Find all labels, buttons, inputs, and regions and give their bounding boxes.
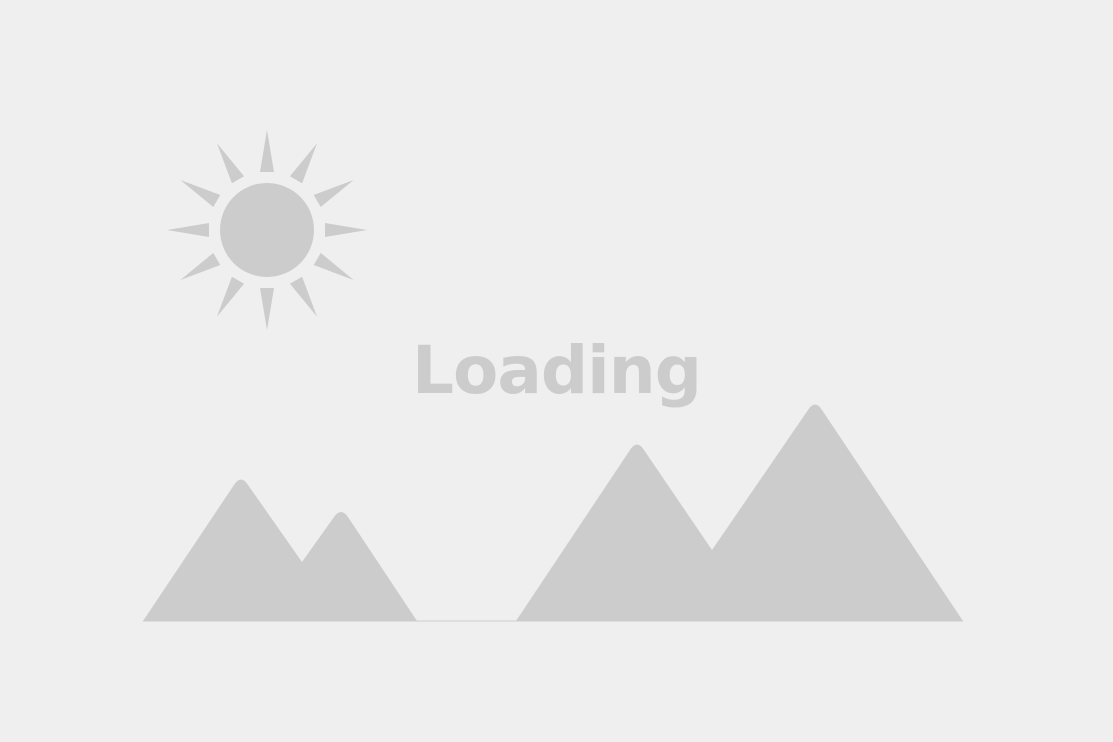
sun-icon (167, 130, 367, 330)
sun-ray (180, 180, 221, 208)
sun-ray (180, 252, 221, 280)
mountains-right (516, 404, 963, 621)
sun-ray (260, 130, 274, 172)
sun-ray (289, 143, 317, 184)
sun-ray (217, 276, 245, 317)
sun-ray (260, 288, 274, 330)
sun-disc (220, 183, 314, 277)
mountains-icon (143, 404, 963, 622)
mountains-left (143, 479, 417, 621)
sun-rays (167, 130, 367, 330)
sun-ray (217, 143, 245, 184)
sun-ray (313, 180, 354, 208)
sun-ray (289, 276, 317, 317)
sun-ray (325, 223, 367, 237)
sun-ray (167, 223, 209, 237)
loading-label: Loading (411, 332, 702, 409)
sun-ray (313, 252, 354, 280)
